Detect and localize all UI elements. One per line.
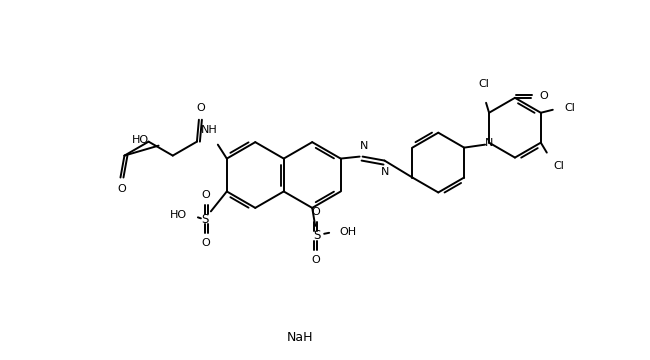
Text: N: N	[359, 141, 368, 150]
Text: S: S	[313, 229, 321, 242]
Text: O: O	[312, 255, 320, 265]
Text: Cl: Cl	[478, 79, 489, 89]
Text: Cl: Cl	[565, 103, 576, 113]
Text: O: O	[540, 91, 549, 101]
Text: HO: HO	[170, 210, 187, 220]
Text: O: O	[312, 207, 320, 217]
Text: S: S	[202, 213, 209, 226]
Text: OH: OH	[339, 227, 356, 237]
Text: O: O	[117, 184, 126, 194]
Text: NaH: NaH	[287, 331, 313, 344]
Text: O: O	[196, 103, 205, 113]
Text: Cl: Cl	[554, 161, 565, 171]
Text: NH: NH	[200, 125, 217, 135]
Text: O: O	[202, 238, 210, 248]
Text: O: O	[202, 190, 210, 201]
Text: N: N	[382, 167, 390, 176]
Text: N: N	[485, 138, 493, 148]
Text: HO: HO	[131, 135, 149, 145]
